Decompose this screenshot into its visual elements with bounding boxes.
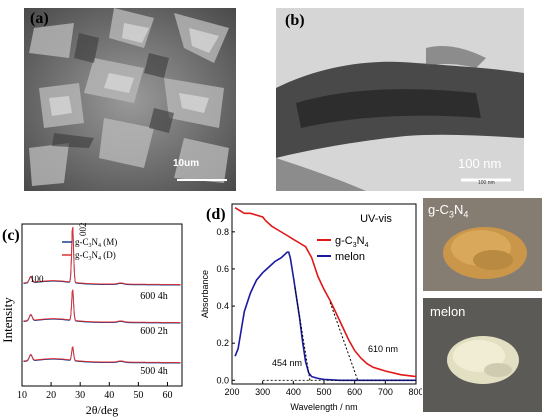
uvvis-curves: [234, 207, 417, 382]
gcn-powder-photo: [423, 198, 542, 291]
tem-image: [276, 8, 524, 191]
xrd-x-ticks: 10 20 30 40 50 60: [17, 382, 172, 401]
uv-y-tick-label: 0.0: [216, 375, 229, 385]
legend-label-m: g-C3N4 (M): [75, 237, 117, 249]
panel-a-label: (a): [30, 10, 49, 27]
annotation-610nm: 610 nm: [368, 344, 398, 354]
legend-label-melon: melon: [335, 251, 365, 263]
uv-x-tick-label: 500: [316, 387, 331, 397]
legend-label-gcn: g-C3N4: [335, 235, 369, 249]
uv-series-1: [234, 251, 416, 382]
uvvis-title: UV-vis: [360, 213, 392, 225]
peak-label-100: 100: [30, 274, 44, 284]
uvvis-ticks: 200 300 400 500 600 700 800 0.0 0.2 0.4 0.6 0.8: [216, 227, 422, 397]
xrd-y-axis-label: Intensity: [0, 297, 15, 343]
uv-y-tick-label: 0.8: [216, 227, 229, 237]
tem-scale-bar-label: 100 nm: [458, 156, 502, 171]
uv-x-tick-label: 300: [255, 387, 270, 397]
uv-x-tick-label: 400: [286, 387, 301, 397]
uvvis-chart: 200 300 400 500 600 700 800 0.0 0.2 0.4 0.6 0.8 UV-…: [200, 203, 422, 412]
xrd-x-tick-label: 60: [162, 390, 172, 401]
xrd-x-tick-label: 20: [46, 390, 56, 401]
xrd-trace-0-0: [23, 227, 181, 286]
uvvis-x-axis-label: Wavelength / nm: [290, 402, 357, 412]
uvvis-plot-frame: [231, 203, 417, 385]
xrd-chart: 10 20 30 40 50 60 Intensity 2θ/deg g-C3N4 (M)…: [0, 223, 183, 417]
panel-b-label: (b): [285, 12, 305, 29]
xrd-x-tick-label: 30: [75, 390, 85, 401]
xrd-x-tick-label: 10: [17, 390, 27, 401]
peak-label-002: 002: [78, 223, 88, 237]
xrd-trace-1-0: [23, 290, 181, 324]
uv-y-tick-label: 0.2: [216, 338, 229, 348]
tem-scale-bar-small-label: 100 nm: [478, 180, 495, 186]
uv-series-0: [234, 207, 417, 378]
uv-x-tick-label: 700: [378, 387, 393, 397]
legend-label-d: g-C3N4 (D): [75, 250, 116, 262]
xrd-trace-0-1: [23, 226, 181, 285]
uv-x-tick-label: 600: [347, 387, 362, 397]
xrd-x-tick-label: 50: [133, 390, 143, 401]
uvvis-y-axis-label: Absorbance: [200, 270, 210, 318]
uv-x-tick-label: 200: [224, 387, 239, 397]
xrd-plot-frame: [21, 223, 183, 387]
annotation-454nm: 454 nm: [272, 358, 302, 368]
xrd-trace-2-1: [23, 345, 181, 363]
trace-label-600-2h: 600 2h: [140, 326, 168, 337]
xrd-curves: [23, 226, 181, 364]
panel-c-label: (c): [2, 227, 20, 244]
sem-image: [24, 8, 236, 191]
xrd-trace-2-0: [23, 346, 181, 364]
trace-label-500-4h: 500 4h: [140, 366, 168, 377]
sem-scale-bar-label: 10um: [173, 158, 200, 169]
xrd-trace-1-1: [23, 289, 181, 323]
uv-y-tick-label: 0.4: [216, 301, 229, 311]
xrd-x-tick-label: 40: [104, 390, 114, 401]
trace-label-600-4h: 600 4h: [140, 291, 168, 302]
photo-bottom-label: melon: [430, 304, 466, 319]
panel-d-label: (d): [206, 206, 226, 223]
photo-top-label: g-C3N4: [428, 202, 469, 220]
uv-y-tick-label: 0.6: [216, 264, 229, 274]
tangent-gcn: [329, 302, 359, 381]
xrd-x-axis-label: 2θ/deg: [86, 403, 118, 417]
melon-powder-photo: [423, 298, 542, 412]
uv-x-tick-label: 800: [408, 387, 422, 397]
